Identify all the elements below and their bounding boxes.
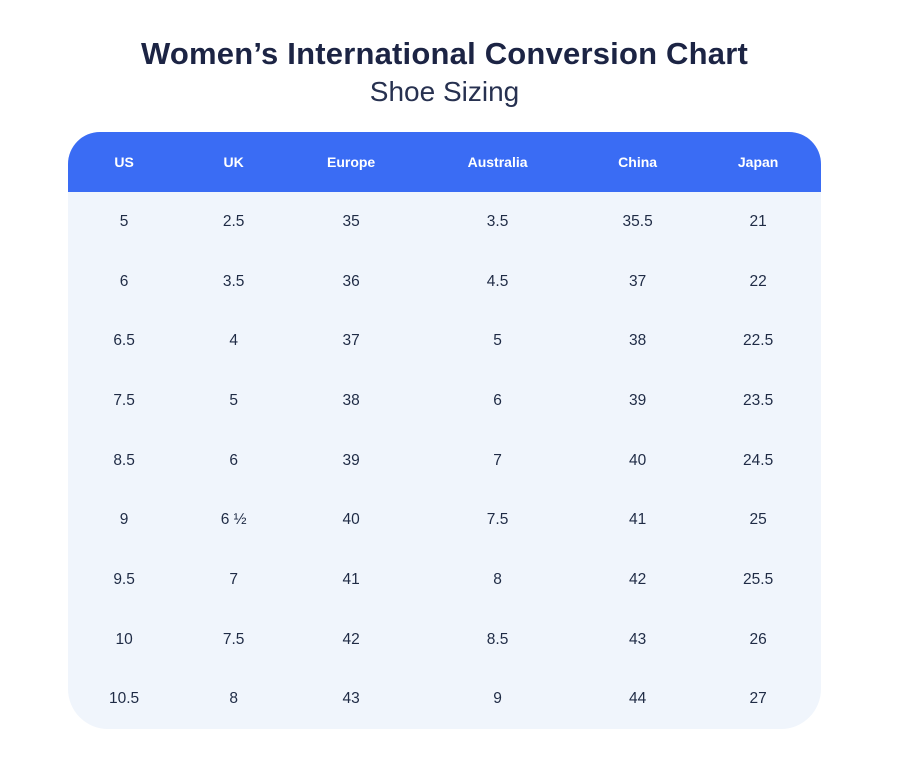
size-cell: 36 — [287, 251, 416, 312]
table-row: 8.5 6 39 7 40 24.5 — [68, 430, 821, 491]
size-cell: 2.5 — [180, 192, 288, 252]
size-cell: 9 — [415, 669, 581, 730]
size-cell: 4 — [180, 311, 288, 372]
size-cell: 25 — [695, 490, 821, 551]
size-cell: 24.5 — [695, 430, 821, 491]
size-cell: 6.5 — [68, 311, 181, 372]
size-cell: 27 — [695, 669, 821, 730]
size-cell: 43 — [287, 669, 416, 730]
size-cell: 21 — [695, 192, 821, 252]
header-row: US UK Europe Australia China Japan — [68, 132, 821, 193]
size-cell: 40 — [580, 430, 696, 491]
size-cell: 6 — [415, 371, 581, 431]
size-cell: 26 — [695, 609, 821, 670]
size-cell: 10.5 — [68, 669, 181, 730]
size-cell: 35 — [287, 192, 416, 252]
size-cell: 6 — [180, 430, 288, 491]
column-header-europe: Europe — [287, 132, 416, 193]
size-cell: 5 — [180, 371, 288, 431]
table-row: 10 7.5 42 8.5 43 26 — [68, 609, 821, 670]
size-cell: 8 — [180, 669, 288, 730]
size-cell: 40 — [287, 490, 416, 551]
size-cell: 4.5 — [415, 251, 581, 312]
table-row: 10.5 8 43 9 44 27 — [68, 669, 821, 730]
size-cell: 22 — [695, 251, 821, 312]
size-cell: 7.5 — [415, 490, 581, 551]
size-cell: 42 — [580, 550, 696, 610]
size-cell: 41 — [580, 490, 696, 551]
table-header: US UK Europe Australia China Japan — [68, 132, 821, 193]
size-cell: 3.5 — [415, 192, 581, 252]
column-header-china: China — [580, 132, 696, 193]
size-cell: 7.5 — [68, 371, 181, 431]
size-cell: 23.5 — [695, 371, 821, 431]
size-cell: 38 — [580, 311, 696, 372]
size-cell: 8.5 — [68, 430, 181, 491]
table-row: 6 3.5 36 4.5 37 22 — [68, 251, 821, 312]
conversion-table: US UK Europe Australia China Japan 5 2.5 35 3.5 3… — [68, 132, 821, 730]
size-cell: 10 — [68, 609, 181, 670]
size-cell: 9.5 — [68, 550, 181, 610]
size-cell: 41 — [287, 550, 416, 610]
page-subtitle: Shoe Sizing — [369, 75, 520, 107]
size-cell: 8.5 — [415, 609, 581, 670]
size-cell: 6 ½ — [180, 490, 288, 551]
column-header-australia: Australia — [415, 132, 581, 193]
page-title: Women’s International Conversion Chart — [140, 36, 748, 71]
size-cell: 7 — [180, 550, 288, 610]
size-cell: 5 — [68, 192, 181, 252]
size-cell: 5 — [415, 311, 581, 372]
size-cell: 6 — [68, 251, 181, 312]
table-row: 7.5 5 38 6 39 23.5 — [68, 371, 821, 431]
column-header-japan: Japan — [695, 132, 821, 193]
size-cell: 39 — [287, 430, 416, 491]
size-cell: 43 — [580, 609, 696, 670]
table-row: 5 2.5 35 3.5 35.5 21 — [68, 192, 821, 252]
table-body: 5 2.5 35 3.5 35.5 21 6 3.5 36 4.5 37 22 6.5 4 37 5 38 22.… — [68, 192, 821, 730]
size-cell: 7 — [415, 430, 581, 491]
size-cell: 7.5 — [180, 609, 288, 670]
size-cell: 42 — [287, 609, 416, 670]
size-cell: 9 — [68, 490, 181, 551]
size-cell: 44 — [580, 669, 696, 730]
size-cell: 38 — [287, 371, 416, 431]
content-container: Women’s International Conversion Chart S… — [68, 0, 821, 730]
size-cell: 3.5 — [180, 251, 288, 312]
size-cell: 35.5 — [580, 192, 696, 252]
size-cell: 22.5 — [695, 311, 821, 372]
size-cell: 37 — [287, 311, 416, 372]
table-row: 9.5 7 41 8 42 25.5 — [68, 550, 821, 610]
column-header-uk: UK — [180, 132, 288, 193]
table-row: 6.5 4 37 5 38 22.5 — [68, 311, 821, 372]
size-cell: 25.5 — [695, 550, 821, 610]
size-cell: 39 — [580, 371, 696, 431]
conversion-table-wrap: US UK Europe Australia China Japan 5 2.5 35 3.5 3… — [68, 132, 821, 730]
size-cell: 37 — [580, 251, 696, 312]
column-header-us: US — [68, 132, 181, 193]
size-cell: 8 — [415, 550, 581, 610]
